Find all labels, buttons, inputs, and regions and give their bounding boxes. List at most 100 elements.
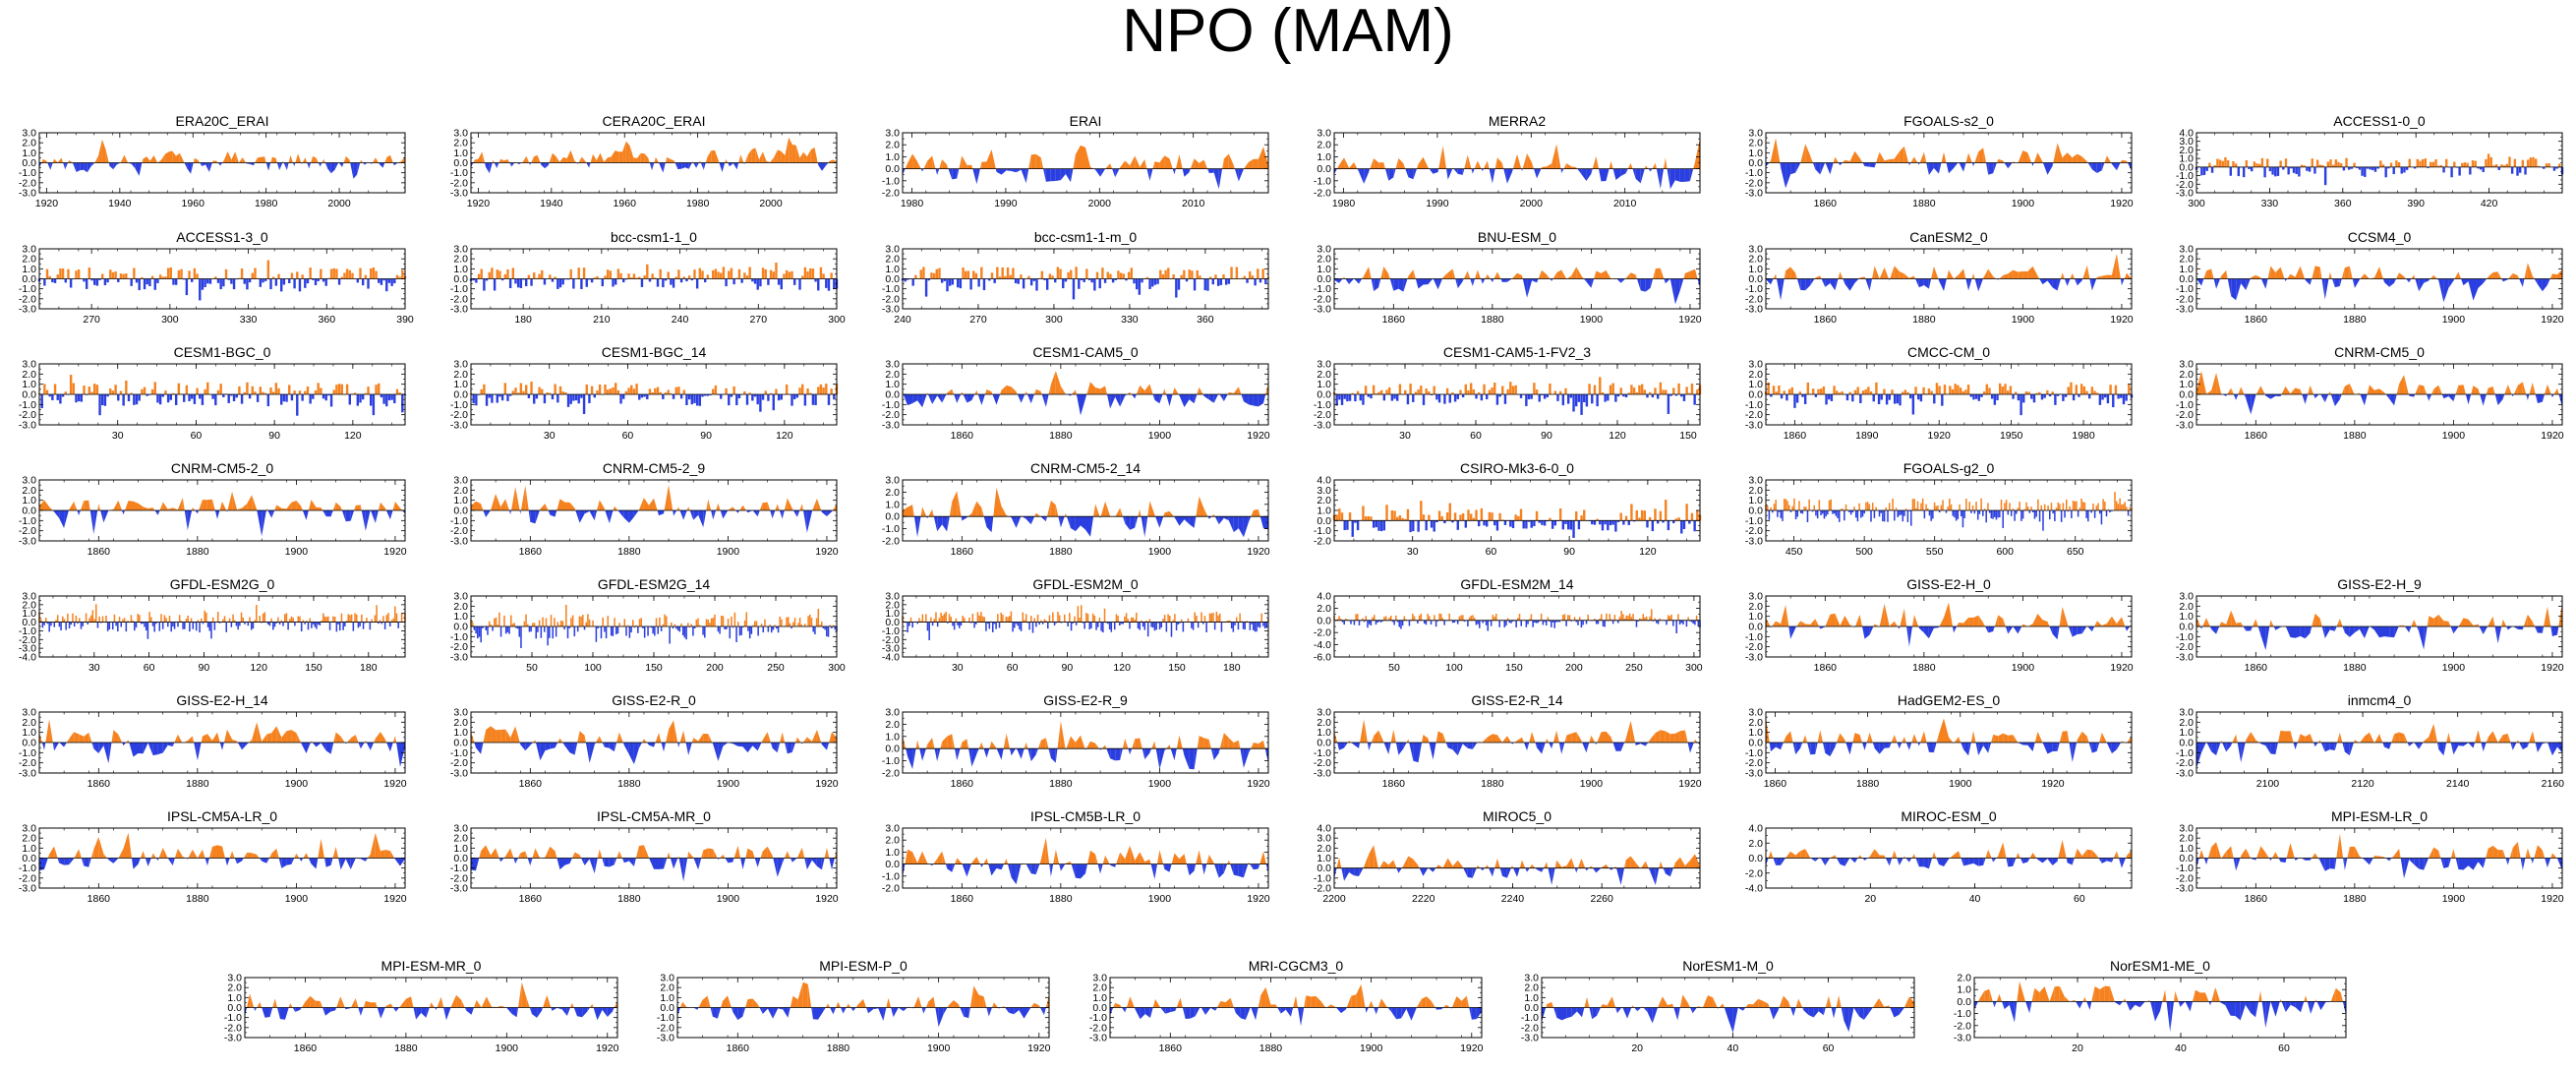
negative-anomaly-area [2320, 394, 2325, 403]
negative-anomaly-bar [940, 278, 944, 283]
panel-title: ERAI [1070, 113, 1102, 129]
negative-anomaly-bar [1848, 510, 1850, 512]
positive-anomaly-area [266, 507, 268, 510]
negative-anomaly-area [1849, 278, 1855, 291]
y-tick-label: 3.0 [453, 475, 468, 487]
positive-anomaly-bar [1985, 384, 1989, 394]
positive-anomaly-area [1556, 269, 1562, 279]
negative-anomaly-bar [1561, 520, 1565, 530]
positive-anomaly-bar [1404, 518, 1407, 521]
negative-anomaly-area [2120, 278, 2122, 286]
positive-anomaly-bar [1772, 386, 1776, 394]
positive-anomaly-area [2419, 385, 2425, 394]
negative-anomaly-area [2542, 278, 2547, 292]
positive-anomaly-area [2458, 271, 2461, 279]
positive-anomaly-area [1913, 156, 1918, 163]
positive-anomaly-bar [2005, 500, 2008, 510]
positive-anomaly-area [903, 506, 907, 517]
negative-anomaly-area [1334, 168, 1337, 175]
negative-anomaly-bar [1596, 394, 1599, 407]
positive-anomaly-area [1211, 513, 1214, 517]
positive-anomaly-area [194, 157, 199, 163]
negative-anomaly-area [382, 162, 385, 168]
x-tick-label: 2010 [1182, 198, 1205, 209]
positive-anomaly-area [1075, 389, 1077, 394]
positive-anomaly-area [2522, 382, 2527, 394]
negative-anomaly-area [2535, 394, 2538, 403]
positive-anomaly-bar [654, 277, 657, 279]
positive-anomaly-bar [1067, 271, 1070, 279]
positive-anomaly-area [493, 159, 495, 163]
negative-anomaly-area [1045, 394, 1049, 407]
negative-anomaly-bar [1908, 394, 1912, 399]
positive-anomaly-area [611, 150, 615, 163]
positive-anomaly-area [1566, 275, 1572, 279]
negative-anomaly-bar [500, 394, 504, 401]
positive-anomaly-bar [251, 386, 254, 394]
negative-anomaly-area [1500, 278, 1502, 282]
negative-anomaly-bar [1844, 510, 1845, 521]
positive-anomaly-area [2053, 143, 2058, 163]
positive-anomaly-area [912, 153, 918, 169]
negative-anomaly-bar [1772, 510, 1774, 513]
negative-anomaly-area [821, 510, 822, 512]
negative-anomaly-bar [1887, 510, 1889, 522]
positive-anomaly-area [146, 156, 150, 163]
positive-anomaly-bar [483, 384, 486, 394]
negative-anomaly-area [1123, 516, 1126, 524]
negative-anomaly-area [2226, 394, 2228, 396]
positive-anomaly-area [638, 498, 644, 510]
positive-anomaly-bar [596, 389, 599, 394]
positive-anomaly-bar [1662, 389, 1665, 394]
chart-panel: CESM1-CAM5_03.02.01.00.0-1.0-2.0-3.01860… [882, 344, 1270, 442]
negative-anomaly-bar [580, 394, 583, 398]
positive-anomaly-bar [1533, 383, 1536, 394]
negative-anomaly-area [262, 510, 266, 537]
positive-anomaly-bar [764, 390, 767, 394]
negative-anomaly-bar [1591, 520, 1594, 525]
y-tick-label: 1.0 [453, 495, 468, 506]
y-tick-label: -1.0 [1745, 399, 1763, 411]
positive-anomaly-area [1194, 158, 1200, 169]
negative-anomaly-area [1050, 168, 1056, 182]
positive-anomaly-area [2290, 387, 2296, 394]
negative-anomaly-area [976, 168, 980, 185]
positive-anomaly-area [239, 157, 243, 163]
positive-anomaly-area [2396, 384, 2400, 394]
negative-anomaly-area [1207, 516, 1209, 519]
positive-anomaly-area [206, 499, 212, 510]
negative-anomaly-area [2196, 278, 2201, 286]
positive-anomaly-bar [667, 389, 670, 394]
positive-anomaly-bar [290, 272, 294, 279]
negative-anomaly-area [338, 162, 343, 167]
negative-anomaly-area [743, 162, 745, 165]
positive-anomaly-bar [122, 273, 125, 279]
positive-anomaly-area [2329, 271, 2332, 279]
negative-anomaly-area [1667, 168, 1670, 190]
positive-anomaly-bar [1949, 499, 1951, 510]
negative-anomaly-bar [706, 394, 710, 396]
negative-anomaly-bar [566, 278, 570, 280]
negative-anomaly-bar [51, 394, 54, 400]
negative-anomaly-bar [792, 278, 796, 285]
positive-anomaly-area [98, 139, 102, 163]
positive-anomaly-area [2295, 387, 2301, 394]
negative-anomaly-bar [1870, 510, 1872, 522]
negative-anomaly-bar [1988, 510, 1991, 513]
negative-anomaly-area [920, 168, 923, 172]
positive-anomaly-area [2349, 384, 2355, 394]
y-tick-label: 0.0 [453, 273, 468, 285]
negative-anomaly-bar [709, 394, 712, 395]
negative-anomaly-area [1110, 394, 1116, 409]
negative-anomaly-bar [367, 278, 370, 289]
negative-anomaly-bar [1495, 394, 1499, 405]
positive-anomaly-area [949, 502, 953, 517]
positive-anomaly-area [643, 498, 649, 510]
positive-anomaly-area [199, 500, 203, 510]
negative-anomaly-area [747, 510, 753, 513]
positive-anomaly-bar [45, 618, 47, 623]
positive-anomaly-bar [674, 387, 677, 394]
negative-anomaly-area [271, 510, 275, 518]
positive-anomaly-bar [2114, 385, 2118, 394]
negative-anomaly-bar [1346, 520, 1349, 530]
